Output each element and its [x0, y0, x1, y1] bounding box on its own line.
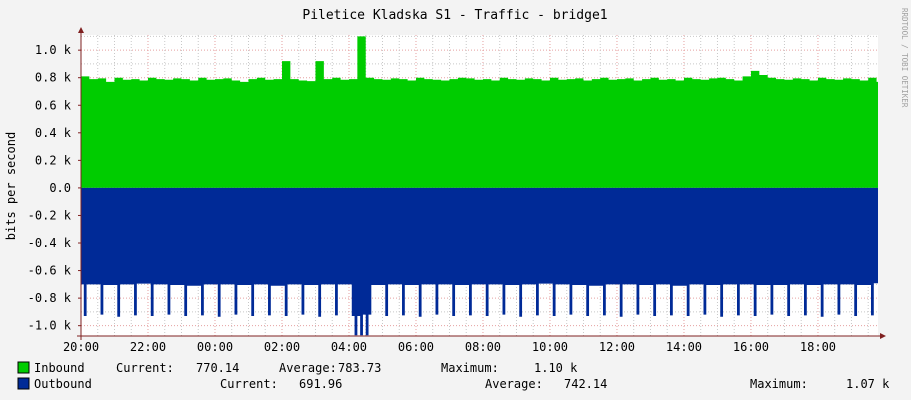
legend-outbound-current: 691.96: [299, 377, 342, 391]
x-tick-label: 12:00: [599, 340, 635, 354]
y-tick-label: 0.6 k: [35, 98, 72, 112]
x-tick-label: 02:00: [264, 340, 300, 354]
legend-outbound-maximum: 1.07 k: [846, 377, 890, 391]
y-tick-label: -0.4 k: [28, 236, 72, 250]
x-tick-label: 22:00: [130, 340, 166, 354]
legend-outbound-average-label: Average:: [485, 377, 543, 391]
y-tick-label: -0.6 k: [28, 264, 72, 278]
x-tick-label: 20:00: [63, 340, 99, 354]
y-tick-label: -0.2 k: [28, 208, 72, 222]
area-outbound: [81, 187, 878, 336]
legend-outbound-current-label: Current:: [220, 377, 278, 391]
legend-swatch-inbound: [17, 361, 30, 374]
x-tick-label: 14:00: [666, 340, 702, 354]
legend-inbound-maximum-label: Maximum:: [441, 361, 499, 375]
y-tick-label: -1.0 k: [28, 319, 72, 333]
x-tick-label: 06:00: [398, 340, 434, 354]
legend-inbound-average-label: Average:: [279, 361, 337, 375]
legend-outbound-average: 742.14: [564, 377, 607, 391]
y-tick-label: -0.8 k: [28, 291, 72, 305]
y-tick-label: 0.8 k: [35, 71, 72, 85]
legend-outbound-maximum-label: Maximum:: [750, 377, 808, 391]
legend-outbound-name: Outbound: [34, 377, 92, 391]
watermark: RRDTOOL / TOBI OETIKER: [900, 8, 909, 108]
legend-inbound-maximum: 1.10 k: [534, 361, 578, 375]
x-tick-label: 08:00: [465, 340, 501, 354]
x-axis-arrow-icon: [880, 333, 886, 339]
y-tick-label: 0.2 k: [35, 153, 72, 167]
y-axis-label: bits per second: [4, 132, 18, 240]
x-tick-label: 04:00: [331, 340, 367, 354]
legend-inbound-current-label: Current:: [116, 361, 174, 375]
legend-inbound-average: 783.73: [338, 361, 381, 375]
chart-title: Piletice Kladska S1 - Traffic - bridge1: [302, 8, 607, 23]
x-tick-label: 00:00: [197, 340, 233, 354]
y-tick-label: 0.4 k: [35, 126, 72, 140]
legend-swatch-outbound: [17, 377, 30, 390]
y-axis-arrow-icon: [78, 27, 84, 33]
area-inbound: [81, 36, 878, 188]
x-tick-label: 10:00: [532, 340, 568, 354]
x-tick-label: 18:00: [800, 340, 836, 354]
x-tick-label: 16:00: [733, 340, 769, 354]
legend-inbound-current: 770.14: [196, 361, 239, 375]
y-tick-label: 0.0: [49, 181, 71, 195]
legend-inbound-name: Inbound: [34, 361, 85, 375]
y-tick-label: 1.0 k: [35, 43, 72, 57]
